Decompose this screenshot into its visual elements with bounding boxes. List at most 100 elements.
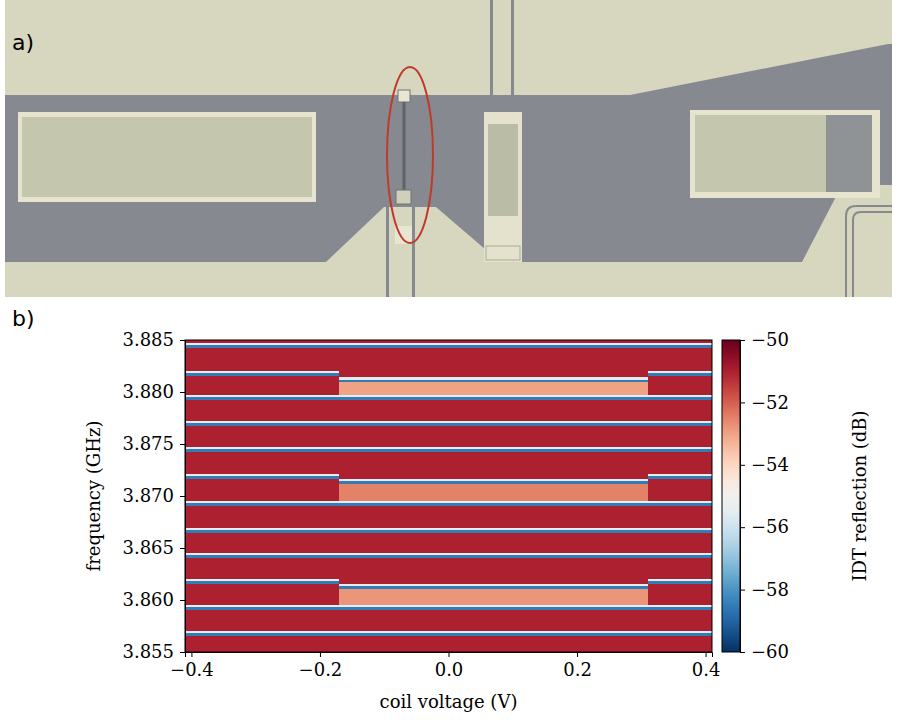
heatmap-cell: [339, 474, 484, 477]
panel-label: b): [12, 306, 35, 331]
heatmap-cell: [339, 343, 484, 346]
heatmap-cell: [339, 589, 484, 605]
tick-mark: [191, 652, 192, 657]
heatmap-cell: [648, 533, 712, 553]
heatmap-cell: [185, 426, 339, 447]
heatmap-cell: [339, 447, 484, 450]
heatmap-cell: [648, 579, 712, 582]
junction-wire: [403, 102, 406, 190]
heatmap-cell: [484, 373, 648, 376]
left-pad: [22, 117, 312, 197]
tick: 0.2: [563, 652, 592, 680]
heatmap-cell: [185, 589, 339, 605]
axis-line: [741, 341, 746, 653]
heatmap-cell: [648, 348, 712, 371]
heatmap-cell: [484, 476, 648, 479]
heatmap-cell: [185, 533, 339, 553]
heatmap-cell: [339, 371, 484, 374]
tick-label: −0.4: [170, 659, 214, 680]
tick-label: −0.2: [299, 659, 343, 680]
bottom-right-trace-2: [853, 212, 892, 297]
left-pad-frame: [18, 112, 316, 202]
right-pad-gap: [826, 115, 872, 192]
heatmap-cell: [648, 607, 712, 610]
heatmap-cell: [484, 589, 648, 605]
heatmap-cell: [484, 348, 648, 371]
tick-mark: [180, 548, 185, 549]
tick-mark: [180, 600, 185, 601]
heatmap-cell: [185, 530, 339, 533]
heatmap-cell: [339, 631, 484, 634]
heatmap-cell: [185, 503, 339, 506]
tick-label: −60: [751, 641, 789, 662]
heatmap-cell: [339, 400, 484, 421]
heatmap-cell: [484, 607, 648, 610]
heatmap-cell: [484, 636, 648, 652]
tick: −54: [740, 454, 789, 475]
heatmap-cell: [339, 586, 484, 589]
heatmap-cell: [648, 397, 712, 400]
heatmap-cell: [185, 345, 339, 348]
heatmap-cell: [648, 605, 712, 608]
heatmap-cell: [484, 528, 648, 531]
tick-mark: [320, 652, 321, 657]
heatmap-cell: [185, 476, 339, 479]
heatmap-cell: [484, 506, 648, 528]
heatmap-cell: [484, 449, 648, 452]
metal-ground: [5, 0, 892, 297]
heatmap-cell: [339, 503, 484, 506]
heatmap-cell: [484, 377, 648, 380]
heatmap-cell: [648, 503, 712, 506]
heatmap-cell: [648, 633, 712, 636]
heatmap-cell: [484, 343, 648, 346]
heatmap-cell: [484, 584, 648, 587]
tick-label: −52: [751, 392, 789, 413]
heatmap-cell: [648, 501, 712, 504]
tick-mark: [577, 652, 578, 657]
heatmap-cell: [339, 584, 484, 587]
heatmap-cell: [185, 474, 339, 477]
heatmap-cell: [339, 607, 484, 610]
heatmap-cell: [185, 400, 339, 421]
heatmap-cell: [185, 452, 339, 474]
heatmap-cell: [339, 382, 484, 394]
tick-mark: [180, 444, 185, 445]
heatmap-cell: [185, 348, 339, 371]
tick-mark: [740, 402, 745, 403]
tick-mark: [740, 652, 745, 653]
heatmap-cell: [648, 376, 712, 377]
heatmap-cell: [484, 631, 648, 634]
heatmap-cell: [185, 558, 339, 579]
tick: 3.885: [122, 329, 185, 350]
bottom-right-trace: [846, 206, 892, 297]
heatmap-cell: [339, 610, 484, 631]
right-pad: [695, 115, 826, 192]
tick-label: 3.870: [122, 485, 174, 506]
highlight-ellipse: [387, 67, 433, 243]
center-element: [488, 124, 518, 216]
heatmap-cell: [339, 423, 484, 426]
tick-mark: [449, 652, 450, 657]
heatmap-cell: [648, 584, 712, 587]
heatmap-cell: [648, 452, 712, 474]
heatmap-cell: [648, 382, 712, 394]
top-lead-gap-left: [490, 0, 493, 96]
tick-label: 0.2: [563, 659, 592, 680]
heatmap-cell: [339, 533, 484, 553]
heatmap-cell: [484, 555, 648, 558]
tick-label: 3.865: [122, 537, 174, 558]
heatmap-cell: [484, 395, 648, 398]
heatmap-cell: [185, 528, 339, 531]
heatmap-cell: [339, 380, 484, 383]
heatmap-cell: [648, 558, 712, 579]
heatmap-cell: [185, 553, 339, 556]
heatmap-cell: [339, 530, 484, 533]
heatmap-cell: [339, 558, 484, 579]
tick: −58: [740, 579, 789, 600]
heatmap-cell: [185, 605, 339, 608]
heatmap-cell: [648, 479, 712, 482]
heatmap-cell: [339, 605, 484, 608]
heatmap-cell: [648, 423, 712, 426]
heatmap-cell: [185, 579, 339, 582]
tick: 3.855: [122, 641, 185, 662]
